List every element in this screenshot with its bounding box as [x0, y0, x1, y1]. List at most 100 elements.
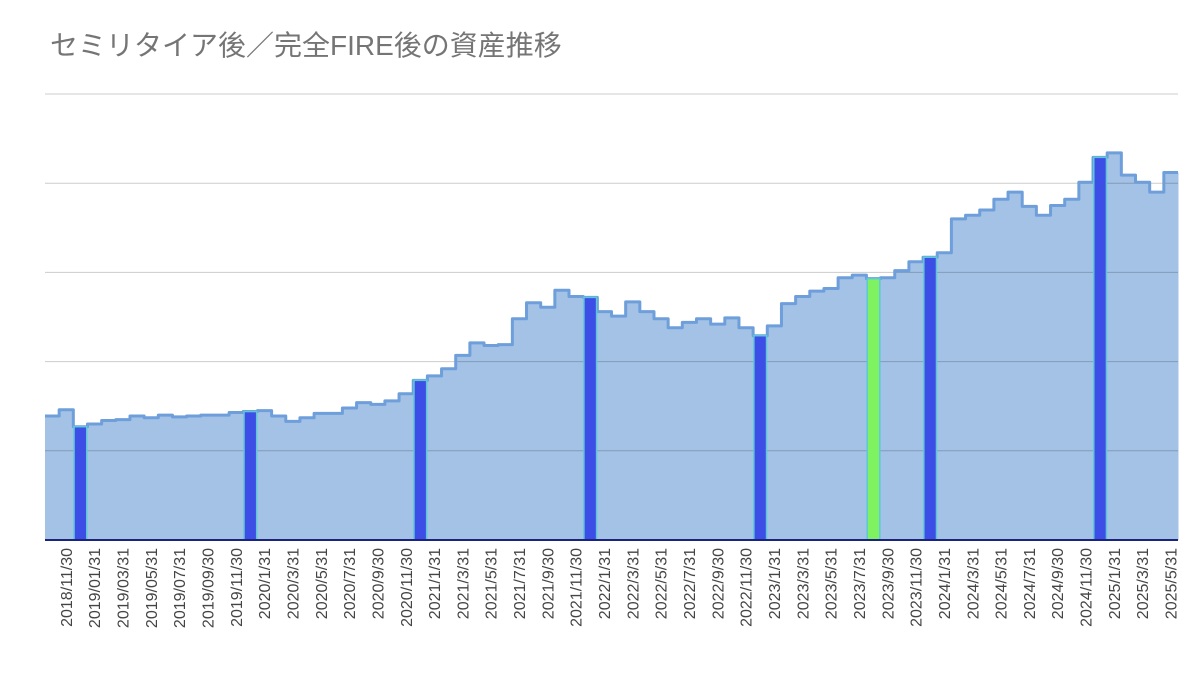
area-step: [540, 307, 556, 540]
area-step: [724, 317, 740, 540]
area-step: [229, 412, 244, 540]
x-tick-label: 2023/5/31: [824, 548, 841, 619]
x-tick-label: 2025/1/31: [1107, 548, 1124, 619]
area-step: [498, 344, 513, 540]
area-step: [172, 416, 188, 540]
area-step: [653, 318, 669, 540]
area-step: [554, 290, 570, 540]
x-tick-labels: 2018/11/30 2019/01/31 2019/03/31 2019/05/31…: [59, 548, 1181, 628]
x-tick-label: 2019/07/31: [172, 548, 189, 628]
x-tick-label: 2021/3/31: [455, 548, 472, 619]
area-step: [356, 402, 372, 540]
x-tick-label: 2020/1/31: [257, 548, 274, 619]
highlighted-step: [1093, 156, 1108, 541]
area-step: [852, 275, 868, 540]
highlighted-step: [866, 277, 881, 541]
x-tick-label: 2018/11/30: [59, 548, 76, 627]
area-step: [1121, 175, 1137, 540]
x-tick-label: 2023/7/31: [852, 548, 869, 619]
highlighted-step: [753, 334, 768, 541]
x-tick-label: 2019/03/31: [115, 548, 132, 628]
area-step: [1163, 172, 1179, 540]
x-tick-label: 2023/9/30: [880, 548, 897, 619]
highlighted-step: [413, 379, 428, 541]
x-tick-label: 2020/7/31: [342, 548, 359, 619]
area-step: [1022, 206, 1037, 540]
area-step: [682, 322, 698, 540]
x-tick-label: 2024/9/30: [1050, 548, 1067, 619]
highlighted-step: [243, 410, 258, 541]
area-step: [101, 420, 117, 540]
area-step: [455, 355, 471, 540]
x-tick-label: 2020/5/31: [314, 548, 331, 619]
area-step: [908, 261, 924, 540]
area-step: [441, 368, 457, 540]
x-tick-label: 2024/1/31: [937, 548, 954, 619]
area-step: [469, 342, 485, 540]
x-tick-label: 2021/11/30: [569, 548, 586, 627]
area-step: [668, 327, 683, 540]
area-step: [285, 421, 301, 540]
area-step: [738, 327, 754, 540]
area-step: [611, 316, 627, 540]
area-step: [526, 302, 542, 540]
area-step: [129, 416, 145, 540]
area-step: [59, 409, 74, 540]
area-step: [838, 277, 853, 540]
series-line-group: [45, 151, 1178, 429]
area-step: [342, 407, 358, 540]
x-tick-label: 2022/9/30: [710, 548, 727, 619]
x-tick-label: 2020/3/31: [285, 548, 302, 619]
x-tick-label: 2022/7/31: [682, 548, 699, 619]
x-tick-label: 2024/3/31: [965, 548, 982, 619]
area-step: [880, 277, 896, 540]
area-step: [795, 296, 811, 540]
area-step: [781, 303, 797, 540]
area-step: [370, 404, 386, 540]
x-tick-label: 2022/5/31: [654, 548, 671, 619]
highlighted-step: [923, 256, 938, 541]
area-step: [639, 311, 655, 540]
area-step: [257, 410, 273, 540]
x-tick-label: 2019/05/31: [144, 548, 161, 628]
x-tick-label: 2024/5/31: [994, 548, 1011, 619]
x-tick-label: 2019/01/31: [87, 548, 104, 628]
x-tick-label: 2021/9/30: [540, 548, 557, 619]
area-step: [214, 415, 230, 540]
area-step: [427, 375, 443, 540]
chart-title: セミリタイア後／完全FIRE後の資産推移: [50, 30, 562, 61]
area-step: [625, 301, 641, 540]
x-tick-label: 2025/5/31: [1164, 548, 1181, 619]
x-tick-label: 2024/7/31: [1022, 548, 1039, 619]
area-step: [115, 419, 131, 540]
highlighted-step: [73, 425, 88, 541]
area-step: [158, 415, 174, 540]
area-step: [512, 318, 528, 540]
x-tick-label: 2023/1/31: [767, 548, 784, 619]
area-step: [87, 424, 103, 540]
area-step: [696, 318, 712, 540]
area-step: [1064, 199, 1080, 541]
area-step: [1050, 205, 1066, 540]
x-tick-label: 2021/7/31: [512, 548, 529, 619]
x-tick-label: 2024/11/30: [1079, 548, 1096, 627]
x-tick-label: 2022/1/31: [597, 548, 614, 619]
highlighted-steps: [73, 156, 1108, 541]
area-step: [1008, 192, 1023, 540]
area-step: [993, 199, 1009, 541]
area-step: [710, 324, 726, 540]
area-step: [484, 345, 499, 540]
area-step: [597, 311, 613, 540]
area-step: [200, 415, 216, 540]
area-step: [965, 215, 981, 540]
area-step: [384, 400, 400, 540]
gridlines: [45, 93, 1178, 452]
area-step: [186, 416, 202, 540]
area-step: [328, 413, 344, 540]
area-step: [951, 218, 967, 540]
area-step: [809, 291, 825, 540]
area-step: [144, 417, 159, 540]
x-tick-label: 2025/3/31: [1135, 548, 1152, 619]
